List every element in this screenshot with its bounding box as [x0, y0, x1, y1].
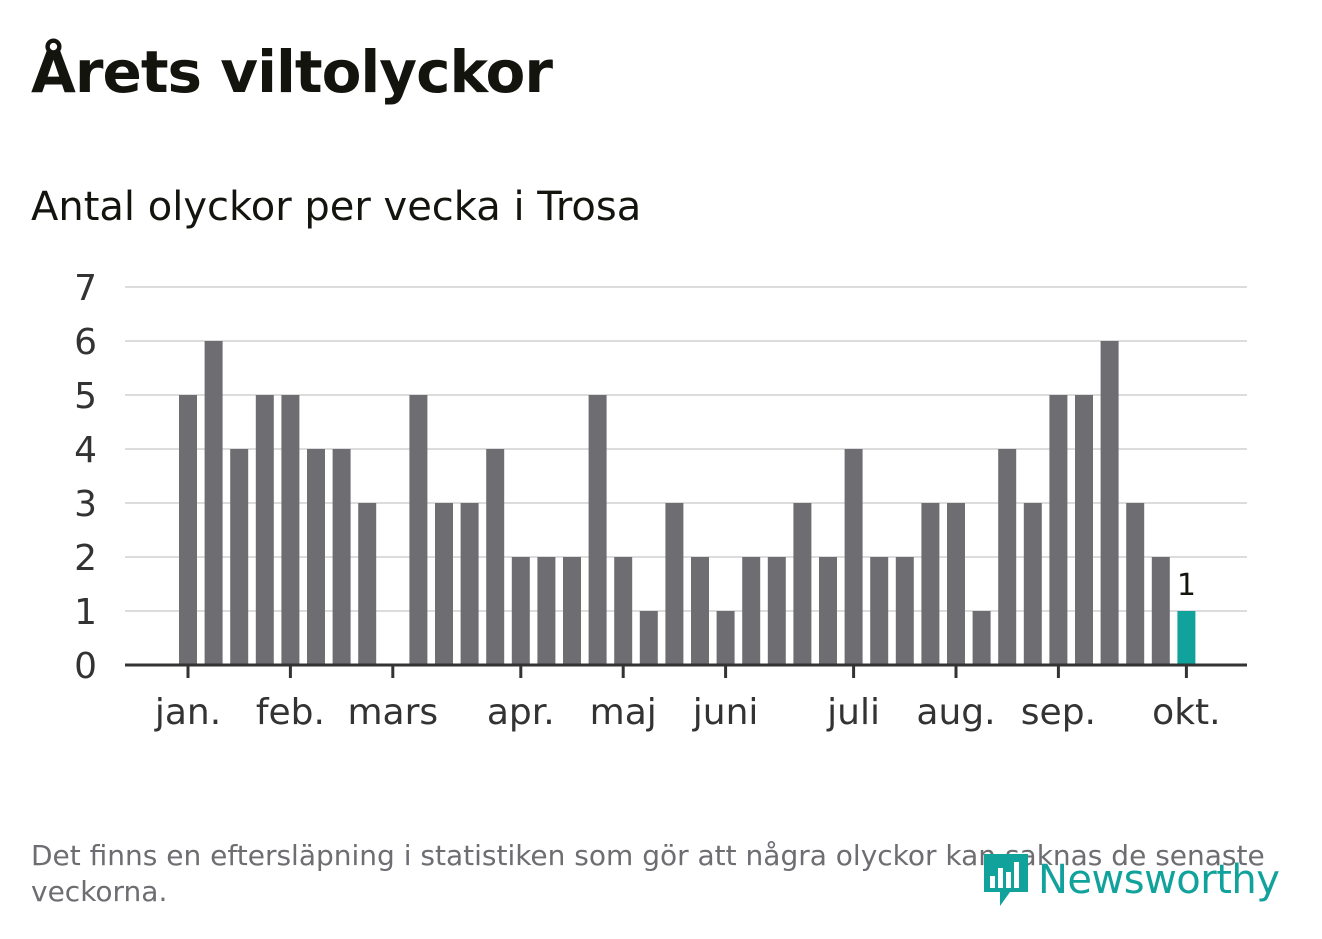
y-tick-label: 5: [74, 376, 97, 417]
chart-title: Årets viltolyckor: [31, 38, 553, 106]
bar: [358, 503, 377, 665]
bar: [614, 557, 633, 665]
bar: [486, 449, 505, 665]
x-tick-label: okt.: [1152, 692, 1220, 733]
bar: [767, 557, 786, 665]
bar: [947, 503, 965, 665]
bars: [179, 341, 1196, 665]
bar: [281, 395, 300, 665]
y-tick-label: 0: [74, 646, 97, 687]
bar: [563, 557, 581, 665]
bar: [409, 395, 428, 665]
x-axis: [125, 663, 1247, 678]
bar: [1151, 557, 1170, 665]
bar: [1075, 395, 1093, 665]
x-tick-label: jan.: [154, 692, 221, 733]
bar: [1023, 503, 1042, 665]
y-axis-tick-labels: 0 1 2 3 4 5 6 7: [74, 268, 97, 687]
bar: [588, 395, 607, 665]
bar: [819, 557, 837, 665]
bar-highlighted: [1177, 611, 1196, 665]
bar: [307, 449, 325, 665]
x-tick-label: juli: [826, 692, 880, 733]
bar: [844, 449, 863, 665]
bar: [255, 395, 274, 665]
bar: [716, 611, 735, 665]
bar: [179, 395, 197, 665]
bar-chart: 0 1 2 3 4 5 6 7 1 jan. feb. mars apr. maj juni juli au…: [74, 268, 1247, 733]
bar: [511, 557, 530, 665]
x-tick-label: sep.: [1021, 692, 1096, 733]
x-tick-label: maj: [590, 692, 657, 733]
bar: [1126, 503, 1145, 665]
bar: [1049, 395, 1068, 665]
x-tick-label: apr.: [487, 692, 555, 733]
bar: [204, 341, 223, 665]
logo-text: Newsworthy: [1038, 857, 1280, 903]
newsworthy-logo: Newsworthy: [980, 850, 1280, 910]
x-tick-label: feb.: [256, 692, 325, 733]
y-tick-label: 7: [74, 268, 97, 309]
data-labels: 1: [1177, 568, 1196, 603]
y-tick-label: 4: [74, 430, 97, 471]
bar: [691, 557, 709, 665]
y-tick-label: 1: [74, 592, 97, 633]
bar: [537, 557, 556, 665]
bar: [639, 611, 658, 665]
footnote: Det finns en eftersläpning i statistiken…: [31, 839, 1265, 908]
bar: [230, 449, 249, 665]
bar: [435, 503, 453, 665]
data-label: 1: [1177, 568, 1196, 603]
bar: [895, 557, 914, 665]
bar: [742, 557, 761, 665]
bar: [870, 557, 889, 665]
chart-subtitle: Antal olyckor per vecka i Trosa: [31, 184, 642, 230]
bar-chart-badge-icon: [984, 854, 1028, 906]
bar: [793, 503, 812, 665]
bar: [921, 503, 940, 665]
y-tick-label: 6: [74, 322, 97, 363]
bar: [665, 503, 684, 665]
y-tick-label: 2: [74, 538, 97, 579]
x-axis-tick-labels: jan. feb. mars apr. maj juni juli aug. sep. okt.: [154, 692, 1221, 733]
bar: [972, 611, 991, 665]
bar: [998, 449, 1017, 665]
bar: [332, 449, 351, 665]
bar: [1100, 341, 1119, 665]
bar: [460, 503, 479, 665]
x-tick-label: juni: [692, 692, 759, 733]
y-tick-label: 3: [74, 484, 97, 525]
x-tick-label: mars: [347, 692, 438, 733]
x-tick-label: aug.: [916, 692, 995, 733]
